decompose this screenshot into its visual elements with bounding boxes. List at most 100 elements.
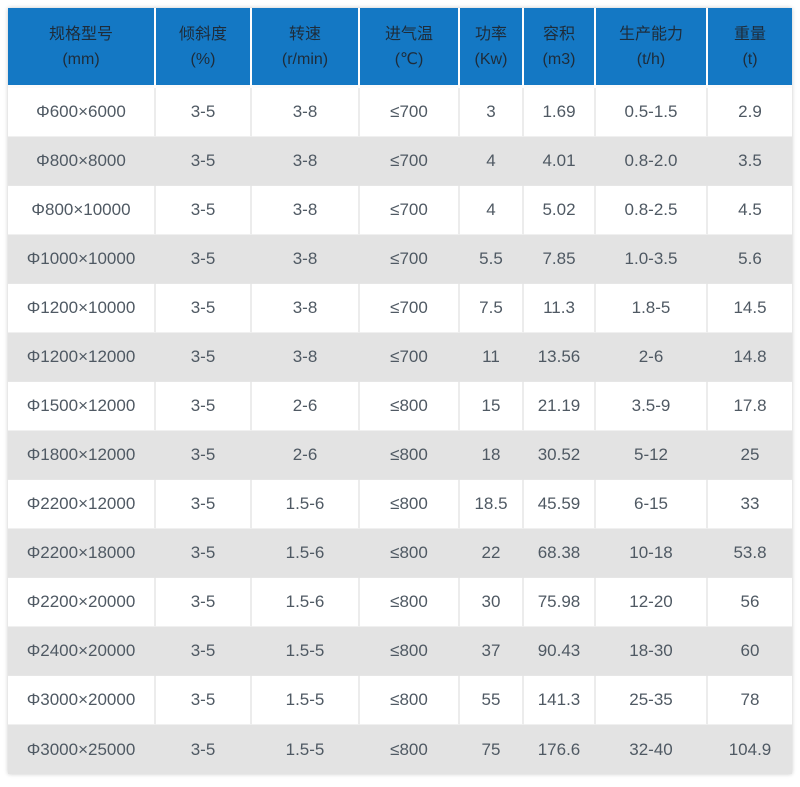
table-cell: 3 (460, 88, 524, 137)
table-cell: 0.5-1.5 (596, 88, 708, 137)
table-row: Φ2200×12000 3-5 1.5-6 ≤800 18.5 45.59 6-15 33 (8, 480, 792, 529)
table-row: Φ800×8000 3-5 3-8 ≤700 4 4.01 0.8-2.0 3.5 (8, 137, 792, 186)
column-unit: (t) (742, 50, 758, 68)
table-cell: 32-40 (596, 725, 708, 774)
table-row: Φ1500×12000 3-5 2-6 ≤800 15 21.19 3.5-9 17.8 (8, 382, 792, 431)
table-cell: 5-12 (596, 431, 708, 480)
table-cell: 3.5 (708, 137, 792, 186)
table-cell: 3-8 (252, 88, 360, 137)
table-cell: 7.5 (460, 284, 524, 333)
table-row: Φ3000×25000 3-5 1.5-5 ≤800 75 176.6 32-40 104.9 (8, 725, 792, 774)
column-title: 进气温 (384, 25, 433, 43)
column-unit: (r/min) (281, 50, 329, 68)
table-cell: 37 (460, 627, 524, 676)
table-cell: Φ3000×25000 (8, 725, 156, 774)
table-cell: ≤700 (360, 284, 460, 333)
table-cell: Φ600×6000 (8, 88, 156, 137)
table-cell: Φ2200×20000 (8, 578, 156, 627)
table-cell: 3-5 (156, 431, 252, 480)
table-cell: 3-8 (252, 333, 360, 382)
table-cell: 5.5 (460, 235, 524, 284)
column-title: 生产能力 (618, 25, 683, 43)
table-cell: 56 (708, 578, 792, 627)
table-row: Φ3000×20000 3-5 1.5-5 ≤800 55 141.3 25-35 78 (8, 676, 792, 725)
table-cell: Φ1200×10000 (8, 284, 156, 333)
table-cell: 1.5-5 (252, 676, 360, 725)
table-cell: 1.5-5 (252, 627, 360, 676)
table-cell: ≤800 (360, 578, 460, 627)
column-header-incline: 倾斜度 (%) (156, 8, 252, 88)
table-cell: 18 (460, 431, 524, 480)
table-cell: 18.5 (460, 480, 524, 529)
table-cell: 12-20 (596, 578, 708, 627)
table-cell: 0.8-2.5 (596, 186, 708, 235)
table-cell: 75 (460, 725, 524, 774)
table-cell: Φ2200×12000 (8, 480, 156, 529)
table-cell: 2-6 (252, 431, 360, 480)
table-cell: 3-5 (156, 186, 252, 235)
table-cell: 30 (460, 578, 524, 627)
table-cell: 22 (460, 529, 524, 578)
table-cell: 141.3 (524, 676, 596, 725)
table-cell: 176.6 (524, 725, 596, 774)
column-title: 倾斜度 (178, 25, 227, 43)
table-cell: Φ1200×12000 (8, 333, 156, 382)
table-cell: 33 (708, 480, 792, 529)
table-cell: 3-5 (156, 333, 252, 382)
table-cell: 1.5-6 (252, 578, 360, 627)
table-row: Φ2200×20000 3-5 1.5-6 ≤800 30 75.98 12-20 56 (8, 578, 792, 627)
table-cell: Φ1500×12000 (8, 382, 156, 431)
table-cell: 3-5 (156, 627, 252, 676)
column-unit: (m3) (542, 50, 576, 68)
table-cell: ≤700 (360, 235, 460, 284)
column-title: 功率 (474, 25, 507, 43)
table-cell: 75.98 (524, 578, 596, 627)
table-cell: 78 (708, 676, 792, 725)
table-cell: ≤700 (360, 88, 460, 137)
table-cell: 3-8 (252, 235, 360, 284)
table-cell: Φ1000×10000 (8, 235, 156, 284)
table-cell: ≤700 (360, 186, 460, 235)
table-row: Φ1200×10000 3-5 3-8 ≤700 7.5 11.3 1.8-5 14.5 (8, 284, 792, 333)
table-cell: 15 (460, 382, 524, 431)
table-cell: 5.02 (524, 186, 596, 235)
table-cell: 3-5 (156, 725, 252, 774)
table-cell: Φ1800×12000 (8, 431, 156, 480)
table-cell: 3-8 (252, 284, 360, 333)
table-cell: 0.8-2.0 (596, 137, 708, 186)
table-cell: 45.59 (524, 480, 596, 529)
table-cell: 55 (460, 676, 524, 725)
table-row: Φ600×6000 3-5 3-8 ≤700 3 1.69 0.5-1.5 2.9 (8, 88, 792, 137)
table-cell: 3-5 (156, 480, 252, 529)
table-cell: ≤800 (360, 480, 460, 529)
table-cell: 4 (460, 137, 524, 186)
column-unit: (Kw) (474, 50, 508, 68)
table-cell: 1.5-6 (252, 529, 360, 578)
table-cell: 53.8 (708, 529, 792, 578)
table-cell: 14.5 (708, 284, 792, 333)
table-cell: 5.6 (708, 235, 792, 284)
table-cell: 2-6 (596, 333, 708, 382)
table-cell: 1.5-5 (252, 725, 360, 774)
table-cell: 3.5-9 (596, 382, 708, 431)
table-cell: 3-8 (252, 186, 360, 235)
table-cell: 2-6 (252, 382, 360, 431)
column-header-spec-model: 规格型号 (mm) (8, 8, 156, 88)
spec-table: 规格型号 (mm) 倾斜度 (%) 转速 (r/min) 进气温 (℃) 功率 (8, 8, 792, 774)
column-title: 规格型号 (48, 25, 113, 43)
column-title: 容积 (542, 25, 575, 43)
spec-table-container: 规格型号 (mm) 倾斜度 (%) 转速 (r/min) 进气温 (℃) 功率 (8, 8, 792, 774)
table-cell: Φ800×8000 (8, 137, 156, 186)
table-cell: 25-35 (596, 676, 708, 725)
column-unit: (mm) (62, 50, 100, 68)
column-unit: (t/h) (636, 50, 666, 68)
header-row: 规格型号 (mm) 倾斜度 (%) 转速 (r/min) 进气温 (℃) 功率 (8, 8, 792, 88)
table-row: Φ1800×12000 3-5 2-6 ≤800 18 30.52 5-12 25 (8, 431, 792, 480)
table-cell: ≤800 (360, 529, 460, 578)
column-header-rotation-speed: 转速 (r/min) (252, 8, 360, 88)
column-unit: (℃) (394, 50, 424, 68)
table-cell: 104.9 (708, 725, 792, 774)
table-cell: 1.0-3.5 (596, 235, 708, 284)
column-header-inlet-temp: 进气温 (℃) (360, 8, 460, 88)
table-row: Φ2400×20000 3-5 1.5-5 ≤800 37 90.43 18-30 60 (8, 627, 792, 676)
